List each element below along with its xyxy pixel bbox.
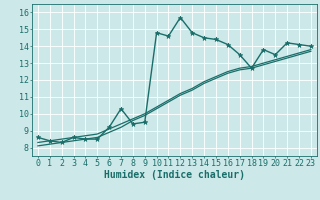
- X-axis label: Humidex (Indice chaleur): Humidex (Indice chaleur): [104, 170, 245, 180]
